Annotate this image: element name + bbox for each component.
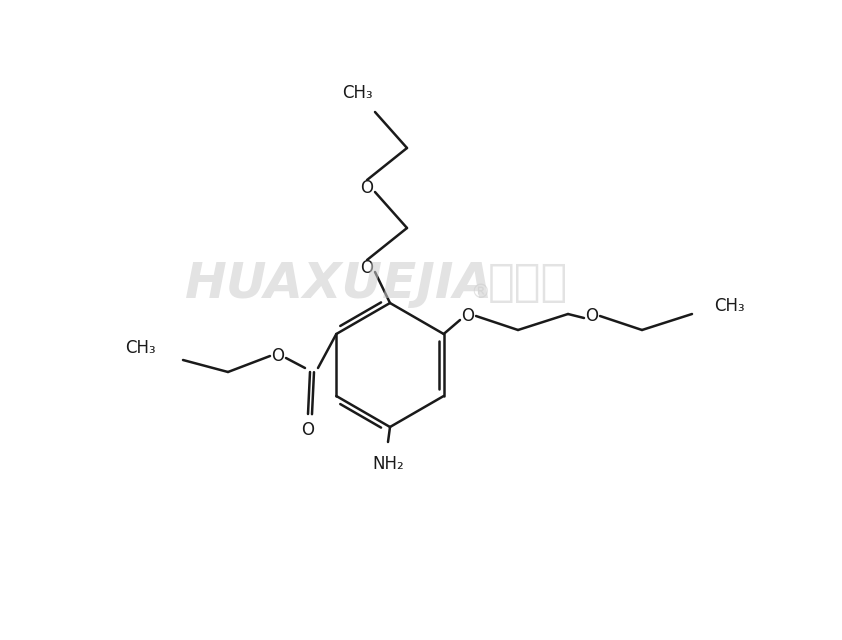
Text: O: O (461, 307, 475, 325)
Text: CH₃: CH₃ (714, 297, 744, 315)
Text: O: O (301, 421, 315, 439)
Text: 化学加: 化学加 (488, 261, 568, 304)
Text: O: O (360, 259, 374, 277)
Text: NH₂: NH₂ (372, 455, 404, 473)
Text: ®: ® (470, 283, 490, 302)
Text: CH₃: CH₃ (342, 84, 372, 102)
Text: HUAXUEJIA: HUAXUEJIA (185, 260, 493, 308)
Text: O: O (585, 307, 599, 325)
Text: O: O (360, 179, 374, 197)
Text: CH₃: CH₃ (125, 339, 156, 357)
Text: O: O (271, 347, 285, 365)
